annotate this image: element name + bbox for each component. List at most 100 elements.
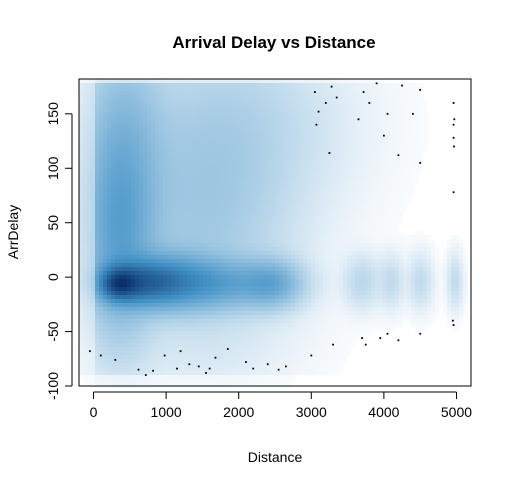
density-cell — [391, 187, 396, 192]
density-cell — [251, 79, 256, 84]
density-cell — [359, 295, 364, 300]
density-cell — [343, 279, 348, 284]
density-cell — [427, 283, 432, 288]
density-cell — [283, 275, 288, 280]
density-cell — [263, 95, 268, 100]
density-cell — [143, 251, 148, 256]
density-cell — [223, 111, 228, 116]
density-cell — [347, 131, 352, 136]
density-cell — [87, 107, 92, 112]
density-cell — [387, 287, 392, 292]
density-cell — [319, 79, 324, 84]
density-cell — [179, 119, 184, 124]
density-cell — [307, 143, 312, 148]
density-cell — [215, 227, 220, 232]
density-cell — [315, 291, 320, 296]
density-cell — [163, 103, 168, 108]
density-cell — [155, 211, 160, 216]
density-cell — [147, 275, 152, 280]
density-cell — [335, 103, 340, 108]
density-cell — [179, 187, 184, 192]
density-cell — [251, 111, 256, 116]
density-cell — [199, 107, 204, 112]
density-cell — [295, 223, 300, 228]
density-cell — [87, 83, 92, 88]
density-cell — [459, 283, 464, 288]
density-cell — [247, 115, 252, 120]
density-cell — [375, 99, 380, 104]
density-cell — [95, 215, 100, 220]
density-cell — [251, 243, 256, 248]
density-cell — [347, 175, 352, 180]
density-cell — [359, 271, 364, 276]
density-cell — [207, 91, 212, 96]
density-cell — [295, 159, 300, 164]
density-cell — [279, 155, 284, 160]
density-cell — [407, 239, 412, 244]
density-cell — [119, 299, 124, 304]
density-cell — [127, 255, 132, 260]
density-cell — [227, 227, 232, 232]
density-cell — [207, 83, 212, 88]
density-cell — [251, 175, 256, 180]
density-cell — [287, 111, 292, 116]
density-cell — [195, 127, 200, 132]
density-cell — [447, 283, 452, 288]
density-cell — [267, 195, 272, 200]
density-cell — [351, 107, 356, 112]
density-cell — [115, 79, 120, 84]
density-cell — [191, 223, 196, 228]
density-cell — [335, 147, 340, 152]
density-cell — [183, 127, 188, 132]
density-cell — [251, 207, 256, 212]
density-cell — [231, 143, 236, 148]
density-cell — [255, 231, 260, 236]
density-cell — [111, 111, 116, 116]
density-cell — [423, 259, 428, 264]
density-cell — [99, 171, 104, 176]
density-cell — [383, 203, 388, 208]
density-cell — [231, 163, 236, 168]
density-cell — [155, 291, 160, 296]
density-cell — [307, 119, 312, 124]
density-cell — [403, 199, 408, 204]
density-cell — [255, 115, 260, 120]
density-cell — [339, 239, 344, 244]
density-cell — [91, 223, 96, 228]
density-cell — [311, 275, 316, 280]
density-cell — [235, 191, 240, 196]
density-cell — [183, 231, 188, 236]
density-cell — [79, 83, 84, 88]
density-cell — [307, 283, 312, 288]
density-cell — [259, 139, 264, 144]
density-cell — [159, 175, 164, 180]
density-cell — [391, 251, 396, 256]
density-cell — [367, 191, 372, 196]
density-cell — [171, 103, 176, 108]
density-cell — [367, 139, 372, 144]
density-cell — [411, 139, 416, 144]
density-cell — [455, 283, 460, 288]
density-cell — [299, 183, 304, 188]
density-cell — [155, 155, 160, 160]
density-cell — [255, 259, 260, 264]
density-cell — [247, 143, 252, 148]
density-cell — [403, 83, 408, 88]
density-cell — [95, 239, 100, 244]
density-cell — [395, 179, 400, 184]
density-cell — [255, 223, 260, 228]
density-cell — [87, 259, 92, 264]
density-cell — [295, 243, 300, 248]
density-cell — [115, 143, 120, 148]
density-cell — [395, 155, 400, 160]
density-cell — [359, 103, 364, 108]
density-cell — [371, 135, 376, 140]
density-cell — [359, 167, 364, 172]
density-cell — [223, 183, 228, 188]
density-cell — [267, 215, 272, 220]
density-cell — [387, 219, 392, 224]
density-cell — [223, 223, 228, 228]
density-cell — [399, 147, 404, 152]
density-cell — [247, 243, 252, 248]
density-cell — [395, 95, 400, 100]
